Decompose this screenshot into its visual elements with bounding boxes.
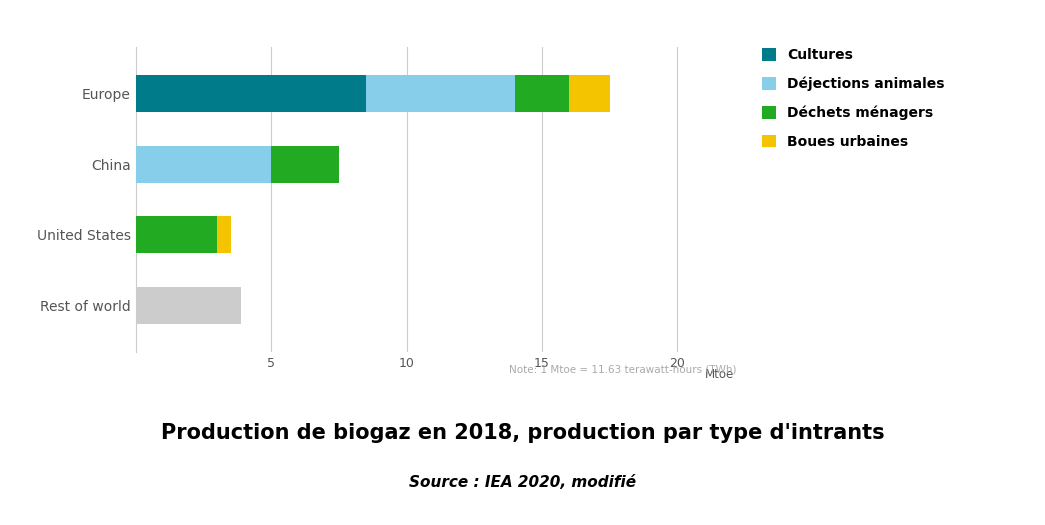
Bar [515, 75, 570, 112]
Legend: Cultures, Déjections animales, Déchets ménagers, Boues urbaines: Cultures, Déjections animales, Déchets m… [762, 48, 945, 149]
Bar [136, 216, 217, 254]
Text: Production de biogaz en 2018, production par type d'intrants: Production de biogaz en 2018, production… [161, 423, 884, 443]
Text: Source : IEA 2020, modifié: Source : IEA 2020, modifié [409, 475, 636, 490]
Bar [136, 75, 366, 112]
Text: Note: 1 Mtoe = 11.63 terawatt-hours (TWh): Note: 1 Mtoe = 11.63 terawatt-hours (TWh… [509, 365, 737, 375]
Text: Mtoe: Mtoe [704, 368, 734, 381]
Bar [570, 75, 609, 112]
Bar [136, 287, 241, 324]
Bar [136, 145, 272, 183]
Bar [366, 75, 515, 112]
Bar [217, 216, 231, 254]
Bar [272, 145, 339, 183]
